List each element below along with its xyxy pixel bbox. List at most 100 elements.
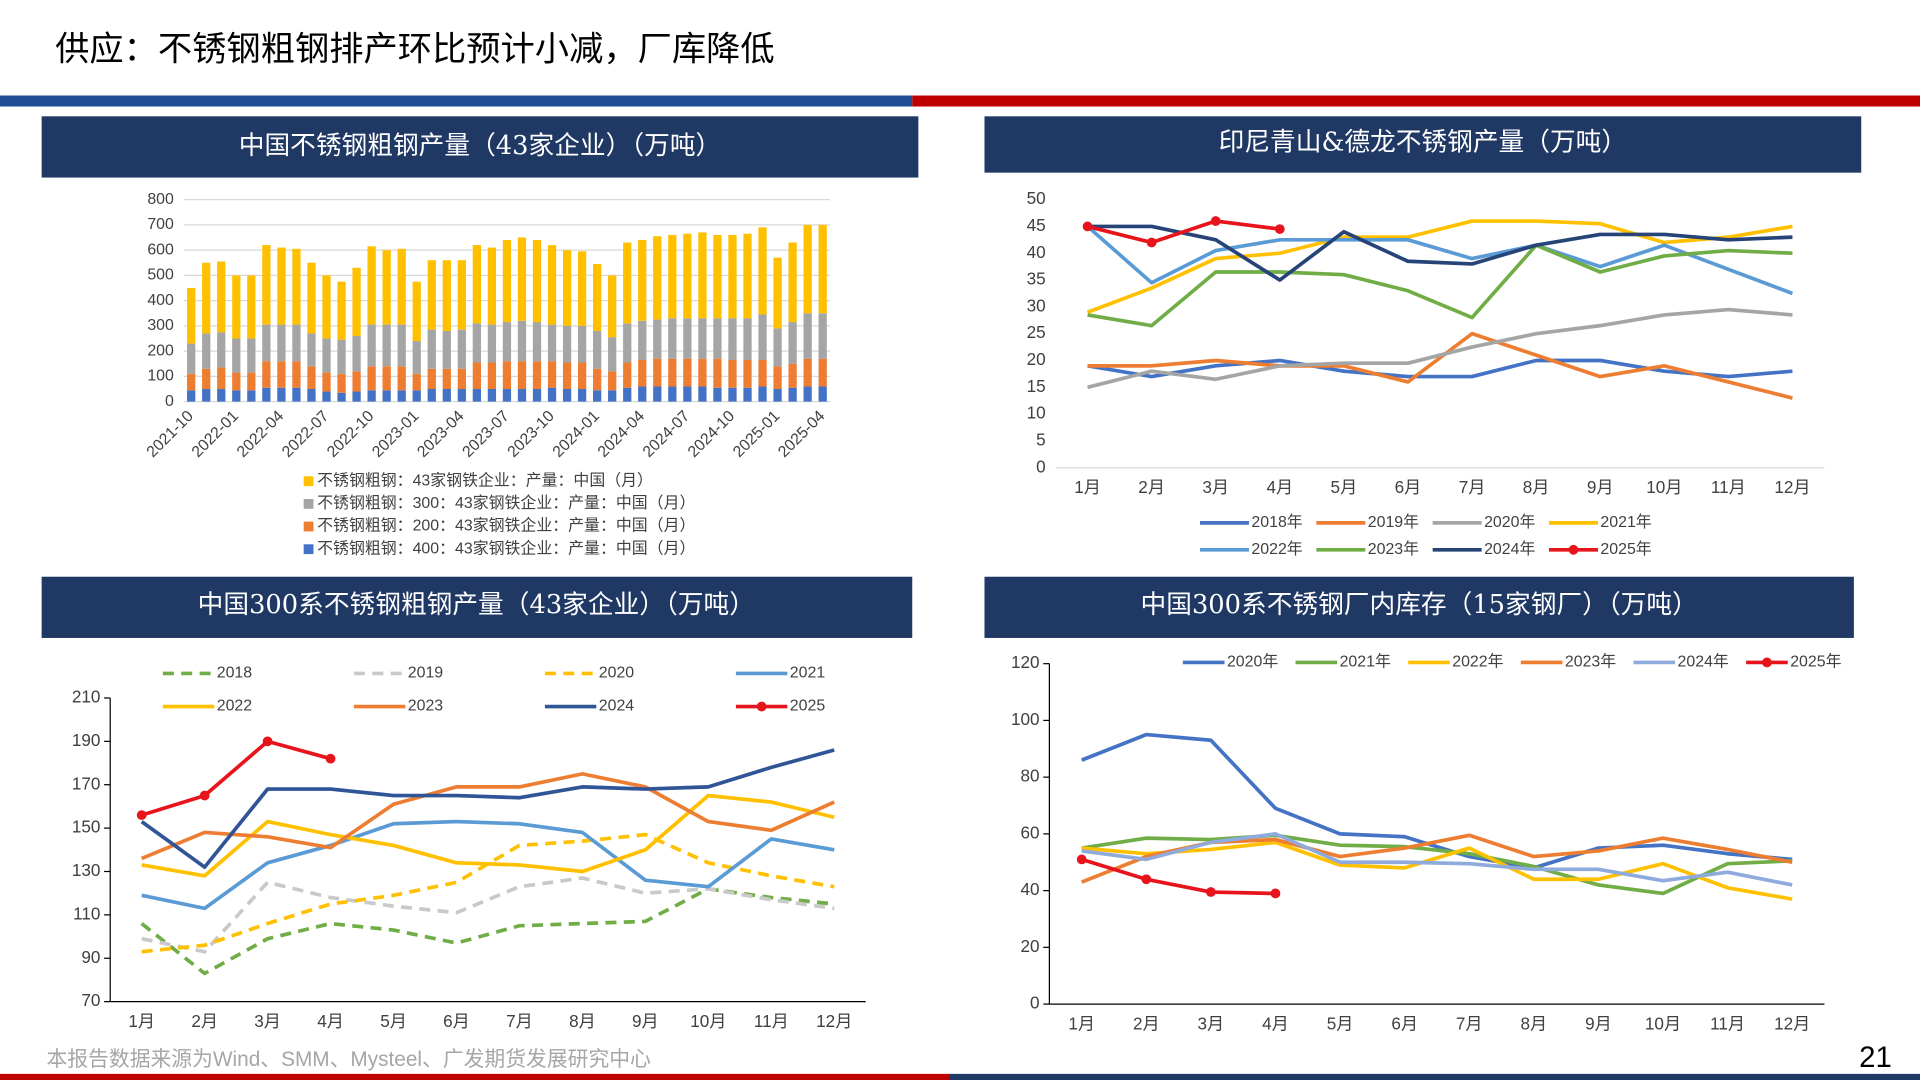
panel-header: [984, 116, 1862, 173]
bar-segment: [577, 325, 587, 363]
bar-segment: [803, 358, 812, 387]
legend-swatch: [303, 476, 314, 487]
bar-segment: [247, 338, 256, 373]
bar-segment: [217, 332, 226, 368]
bar-segment: [532, 322, 542, 362]
bar-segment: [623, 242, 632, 324]
panel-header: [984, 576, 1854, 638]
bar-segment: [487, 324, 497, 363]
bar-segment: [367, 246, 376, 325]
bar-segment: [638, 386, 647, 402]
data-point: [1210, 216, 1221, 226]
x-tick-label: 11月: [1710, 1013, 1745, 1033]
bar-segment: [202, 389, 211, 402]
bar-segment: [502, 240, 512, 323]
bar-segment: [247, 275, 256, 339]
bar-segment: [668, 358, 677, 387]
chart-title: 中国300系不锈钢粗钢产量（43家企业）（万吨）: [198, 590, 755, 620]
series-line: [1087, 358, 1793, 379]
bar-segment: [698, 358, 707, 387]
bar-segment: [262, 245, 271, 325]
y-tick-label: 20: [1021, 936, 1040, 956]
bar-segment: [773, 257, 782, 329]
bar-segment: [577, 389, 587, 402]
y-tick-label: 210: [72, 686, 101, 706]
bar-segment: [352, 391, 361, 402]
bar-segment: [593, 330, 602, 369]
y-tick-label: 50: [1027, 188, 1046, 208]
x-tick-label: 2024-07: [640, 408, 693, 461]
y-tick-label: 700: [147, 216, 174, 233]
bar-segment: [608, 371, 617, 391]
bar-segment: [668, 318, 677, 359]
legend-label: 2022年: [1452, 653, 1503, 671]
x-tick-label: 3月: [1202, 477, 1229, 497]
bar-segment: [818, 358, 827, 387]
legend-marker: [756, 701, 767, 712]
bar-segment: [292, 248, 301, 325]
bar-segment: [322, 391, 331, 402]
bar-segment: [653, 319, 662, 359]
bar-segment: [427, 260, 436, 330]
bar-segment: [382, 390, 391, 402]
bar-segment: [202, 333, 211, 369]
y-tick-label: 800: [147, 191, 174, 208]
series-line: [140, 887, 835, 976]
bar-segment: [457, 368, 466, 390]
y-tick-label: 100: [147, 368, 174, 385]
y-tick-label: 150: [72, 817, 101, 837]
series-line: [1081, 840, 1793, 901]
y-tick-label: 0: [1036, 456, 1046, 476]
x-tick-label: 2021-10: [144, 408, 197, 461]
bar-segment: [818, 224, 827, 314]
bar-segment: [713, 387, 722, 402]
x-tick-label: 12月: [1774, 477, 1810, 497]
bar-segment: [322, 275, 331, 339]
y-tick-label: 110: [73, 903, 100, 923]
bar-segment: [487, 362, 497, 390]
bar-segment: [307, 262, 316, 334]
x-tick-label: 4月: [1266, 477, 1293, 497]
series-line: [141, 832, 835, 954]
bar-segment: [457, 329, 466, 369]
y-tick-label: 100: [1011, 709, 1040, 729]
y-tick-label: 20: [1027, 349, 1046, 369]
bar-segment: [262, 324, 271, 362]
bar-segment: [502, 322, 512, 362]
bar-segment: [382, 250, 391, 325]
source-note: 本报告数据来源为Wind、SMM、Mysteel、广发期货发展研究中心: [47, 1048, 651, 1071]
y-tick-label: 40: [1021, 879, 1040, 899]
series-line: [1081, 832, 1793, 887]
bar-segment: [472, 362, 482, 390]
y-tick-label: 35: [1027, 269, 1046, 289]
x-tick-label: 4月: [1262, 1013, 1289, 1033]
bar-segment: [593, 368, 602, 391]
bar-segment: [517, 361, 527, 390]
y-tick-label: 600: [147, 241, 174, 258]
chart-title: 中国不锈钢粗钢产量（43家企业）（万吨）: [239, 131, 722, 161]
bar-segment: [683, 318, 692, 359]
page-number: 21: [1859, 1041, 1892, 1074]
x-tick-label: 3月: [1198, 1013, 1225, 1033]
bar-segment: [713, 358, 722, 388]
bar-segment: [638, 320, 647, 360]
bar-segment: [442, 330, 451, 369]
legend-label: 2021: [790, 665, 826, 682]
series-line: [1086, 219, 1793, 314]
bar-segment: [593, 390, 602, 402]
series-line: [1081, 732, 1793, 870]
bar-segment: [217, 389, 226, 402]
bar-segment: [292, 361, 301, 388]
bar-segment: [187, 373, 196, 391]
chart-title: 中国300系不锈钢厂内库存（15家钢厂）（万吨）: [1141, 590, 1698, 620]
x-tick-label: 6月: [1391, 1013, 1418, 1033]
x-tick-label: 1月: [1068, 1013, 1095, 1033]
y-tick-label: 25: [1027, 322, 1046, 342]
bar-segment: [232, 338, 241, 373]
bar-segment: [502, 389, 512, 402]
bar-segment: [713, 318, 722, 359]
bar-segment: [683, 233, 692, 319]
bar-segment: [547, 361, 557, 388]
series-line: [1087, 243, 1793, 328]
